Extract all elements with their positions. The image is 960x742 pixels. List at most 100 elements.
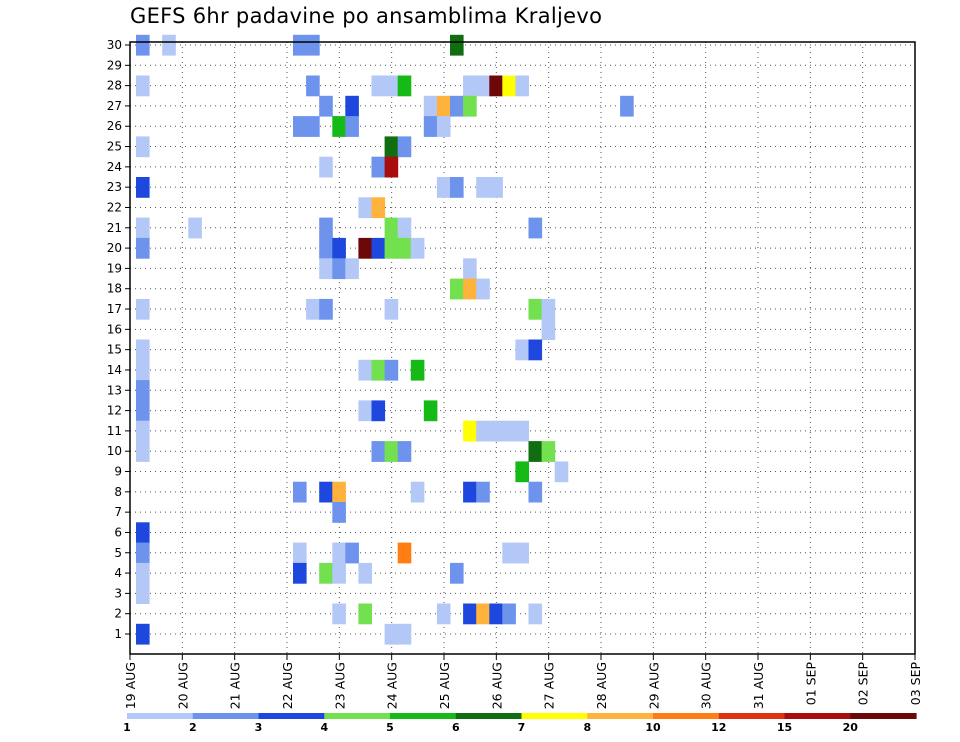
y-tick-label: 28 bbox=[107, 79, 122, 93]
heatmap-cell bbox=[162, 34, 176, 56]
x-tick-label: 31 AUG bbox=[751, 662, 766, 709]
colorbar-label: 15 bbox=[777, 721, 792, 734]
heatmap-cell bbox=[436, 95, 451, 117]
x-tick-label: 21 AUG bbox=[228, 662, 243, 709]
y-tick-label: 20 bbox=[107, 241, 122, 255]
heatmap-cell bbox=[345, 95, 359, 117]
heatmap-cell bbox=[515, 461, 529, 483]
heatmap-cell bbox=[371, 237, 386, 259]
colorbar-label: 7 bbox=[518, 721, 526, 734]
heatmap-cell bbox=[136, 522, 150, 544]
heatmap-cell bbox=[489, 75, 503, 97]
x-tick-label: 27 AUG bbox=[542, 662, 557, 709]
colorbar-segment bbox=[192, 713, 260, 719]
y-tick-label: 18 bbox=[107, 282, 122, 296]
heatmap-cell bbox=[463, 481, 477, 503]
heatmap-cell bbox=[528, 298, 543, 320]
heatmap-cell bbox=[293, 481, 307, 503]
colorbar-label: 6 bbox=[452, 721, 460, 734]
heatmap-cell bbox=[358, 197, 372, 219]
y-tick-label: 17 bbox=[107, 302, 122, 316]
heatmap-cell bbox=[319, 481, 333, 503]
heatmap-cell bbox=[384, 75, 399, 97]
heatmap-cell bbox=[332, 603, 346, 625]
heatmap-cell bbox=[293, 562, 307, 584]
heatmap-cell bbox=[384, 623, 399, 645]
heatmap-cell bbox=[463, 420, 477, 442]
colorbar-segment bbox=[587, 713, 654, 719]
heatmap-cell bbox=[489, 603, 503, 625]
colorbar-label: 8 bbox=[583, 721, 591, 734]
heatmap-cell bbox=[136, 441, 150, 462]
heatmap-cell bbox=[371, 441, 386, 462]
y-tick-label: 22 bbox=[107, 200, 122, 214]
y-tick-label: 27 bbox=[107, 99, 122, 113]
heatmap-cell bbox=[410, 237, 425, 259]
y-tick-label: 12 bbox=[107, 404, 122, 418]
y-tick-label: 4 bbox=[114, 566, 122, 580]
heatmap-cell bbox=[463, 258, 477, 280]
heatmap-cell bbox=[397, 75, 412, 97]
heatmap-cell bbox=[136, 542, 150, 564]
plot-frame bbox=[129, 41, 916, 655]
colorbar-segment bbox=[521, 713, 588, 719]
colorbar-label: 12 bbox=[711, 721, 726, 734]
heatmap-cell bbox=[528, 339, 543, 361]
heatmap-cell bbox=[371, 400, 386, 422]
heatmap-cell bbox=[371, 197, 386, 219]
heatmap-cell bbox=[423, 116, 438, 137]
heatmap-cell bbox=[463, 603, 477, 625]
x-tick-label: 03 SEP bbox=[908, 662, 923, 706]
heatmap-cell bbox=[489, 177, 503, 198]
heatmap-cell bbox=[410, 481, 425, 503]
heatmap-cell bbox=[306, 298, 320, 320]
heatmap-cell bbox=[489, 420, 503, 442]
x-tick-label: 29 AUG bbox=[646, 662, 661, 709]
heatmap-cell bbox=[371, 359, 386, 381]
heatmap-cell bbox=[397, 237, 412, 259]
y-tick-label: 14 bbox=[107, 363, 122, 377]
heatmap-cell bbox=[358, 400, 372, 422]
heatmap-cell bbox=[136, 298, 150, 320]
x-tick-label: 24 AUG bbox=[385, 662, 400, 709]
heatmap-cell bbox=[136, 34, 150, 56]
x-tick-label: 30 AUG bbox=[699, 662, 714, 709]
heatmap-cell bbox=[188, 217, 202, 239]
heatmap-cell bbox=[384, 136, 399, 158]
heatmap-cell bbox=[554, 461, 569, 483]
heatmap-cell bbox=[528, 603, 543, 625]
heatmap-cell bbox=[384, 359, 399, 381]
heatmap-cell bbox=[397, 542, 412, 564]
heatmap-cell bbox=[306, 75, 320, 97]
y-tick-label: 1 bbox=[114, 627, 122, 641]
colorbar-label: 3 bbox=[255, 721, 263, 734]
colorbar-segment bbox=[784, 713, 851, 719]
heatmap-cell bbox=[319, 298, 333, 320]
heatmap-cell bbox=[371, 156, 386, 178]
colorbar-label: 1 bbox=[123, 721, 131, 734]
heatmap-cell bbox=[345, 116, 359, 137]
heatmap-cell bbox=[345, 542, 359, 564]
heatmap-cell bbox=[136, 339, 150, 361]
heatmap-cell bbox=[476, 278, 490, 300]
y-tick-label: 19 bbox=[107, 261, 122, 275]
x-tick-label: 02 SEP bbox=[856, 662, 871, 706]
heatmap-cell bbox=[345, 258, 359, 280]
x-tick-label: 22 AUG bbox=[280, 662, 295, 709]
colorbar-segment bbox=[127, 713, 194, 719]
heatmap-cell bbox=[371, 75, 386, 97]
y-tick-label: 10 bbox=[107, 444, 122, 458]
heatmap-cell bbox=[436, 603, 451, 625]
colorbar-segment bbox=[324, 713, 391, 719]
heatmap-cell bbox=[332, 502, 346, 523]
y-tick-label: 9 bbox=[114, 465, 122, 479]
x-tick-label: 20 AUG bbox=[175, 662, 190, 709]
heatmap-cell bbox=[541, 298, 556, 320]
heatmap-cell bbox=[515, 339, 529, 361]
y-tick-label: 3 bbox=[114, 586, 122, 600]
heatmap-cell bbox=[136, 359, 150, 381]
heatmap-cell bbox=[136, 177, 150, 198]
heatmap-cell bbox=[332, 237, 346, 259]
heatmap-cell bbox=[436, 177, 451, 198]
colorbar-segment bbox=[718, 713, 786, 719]
